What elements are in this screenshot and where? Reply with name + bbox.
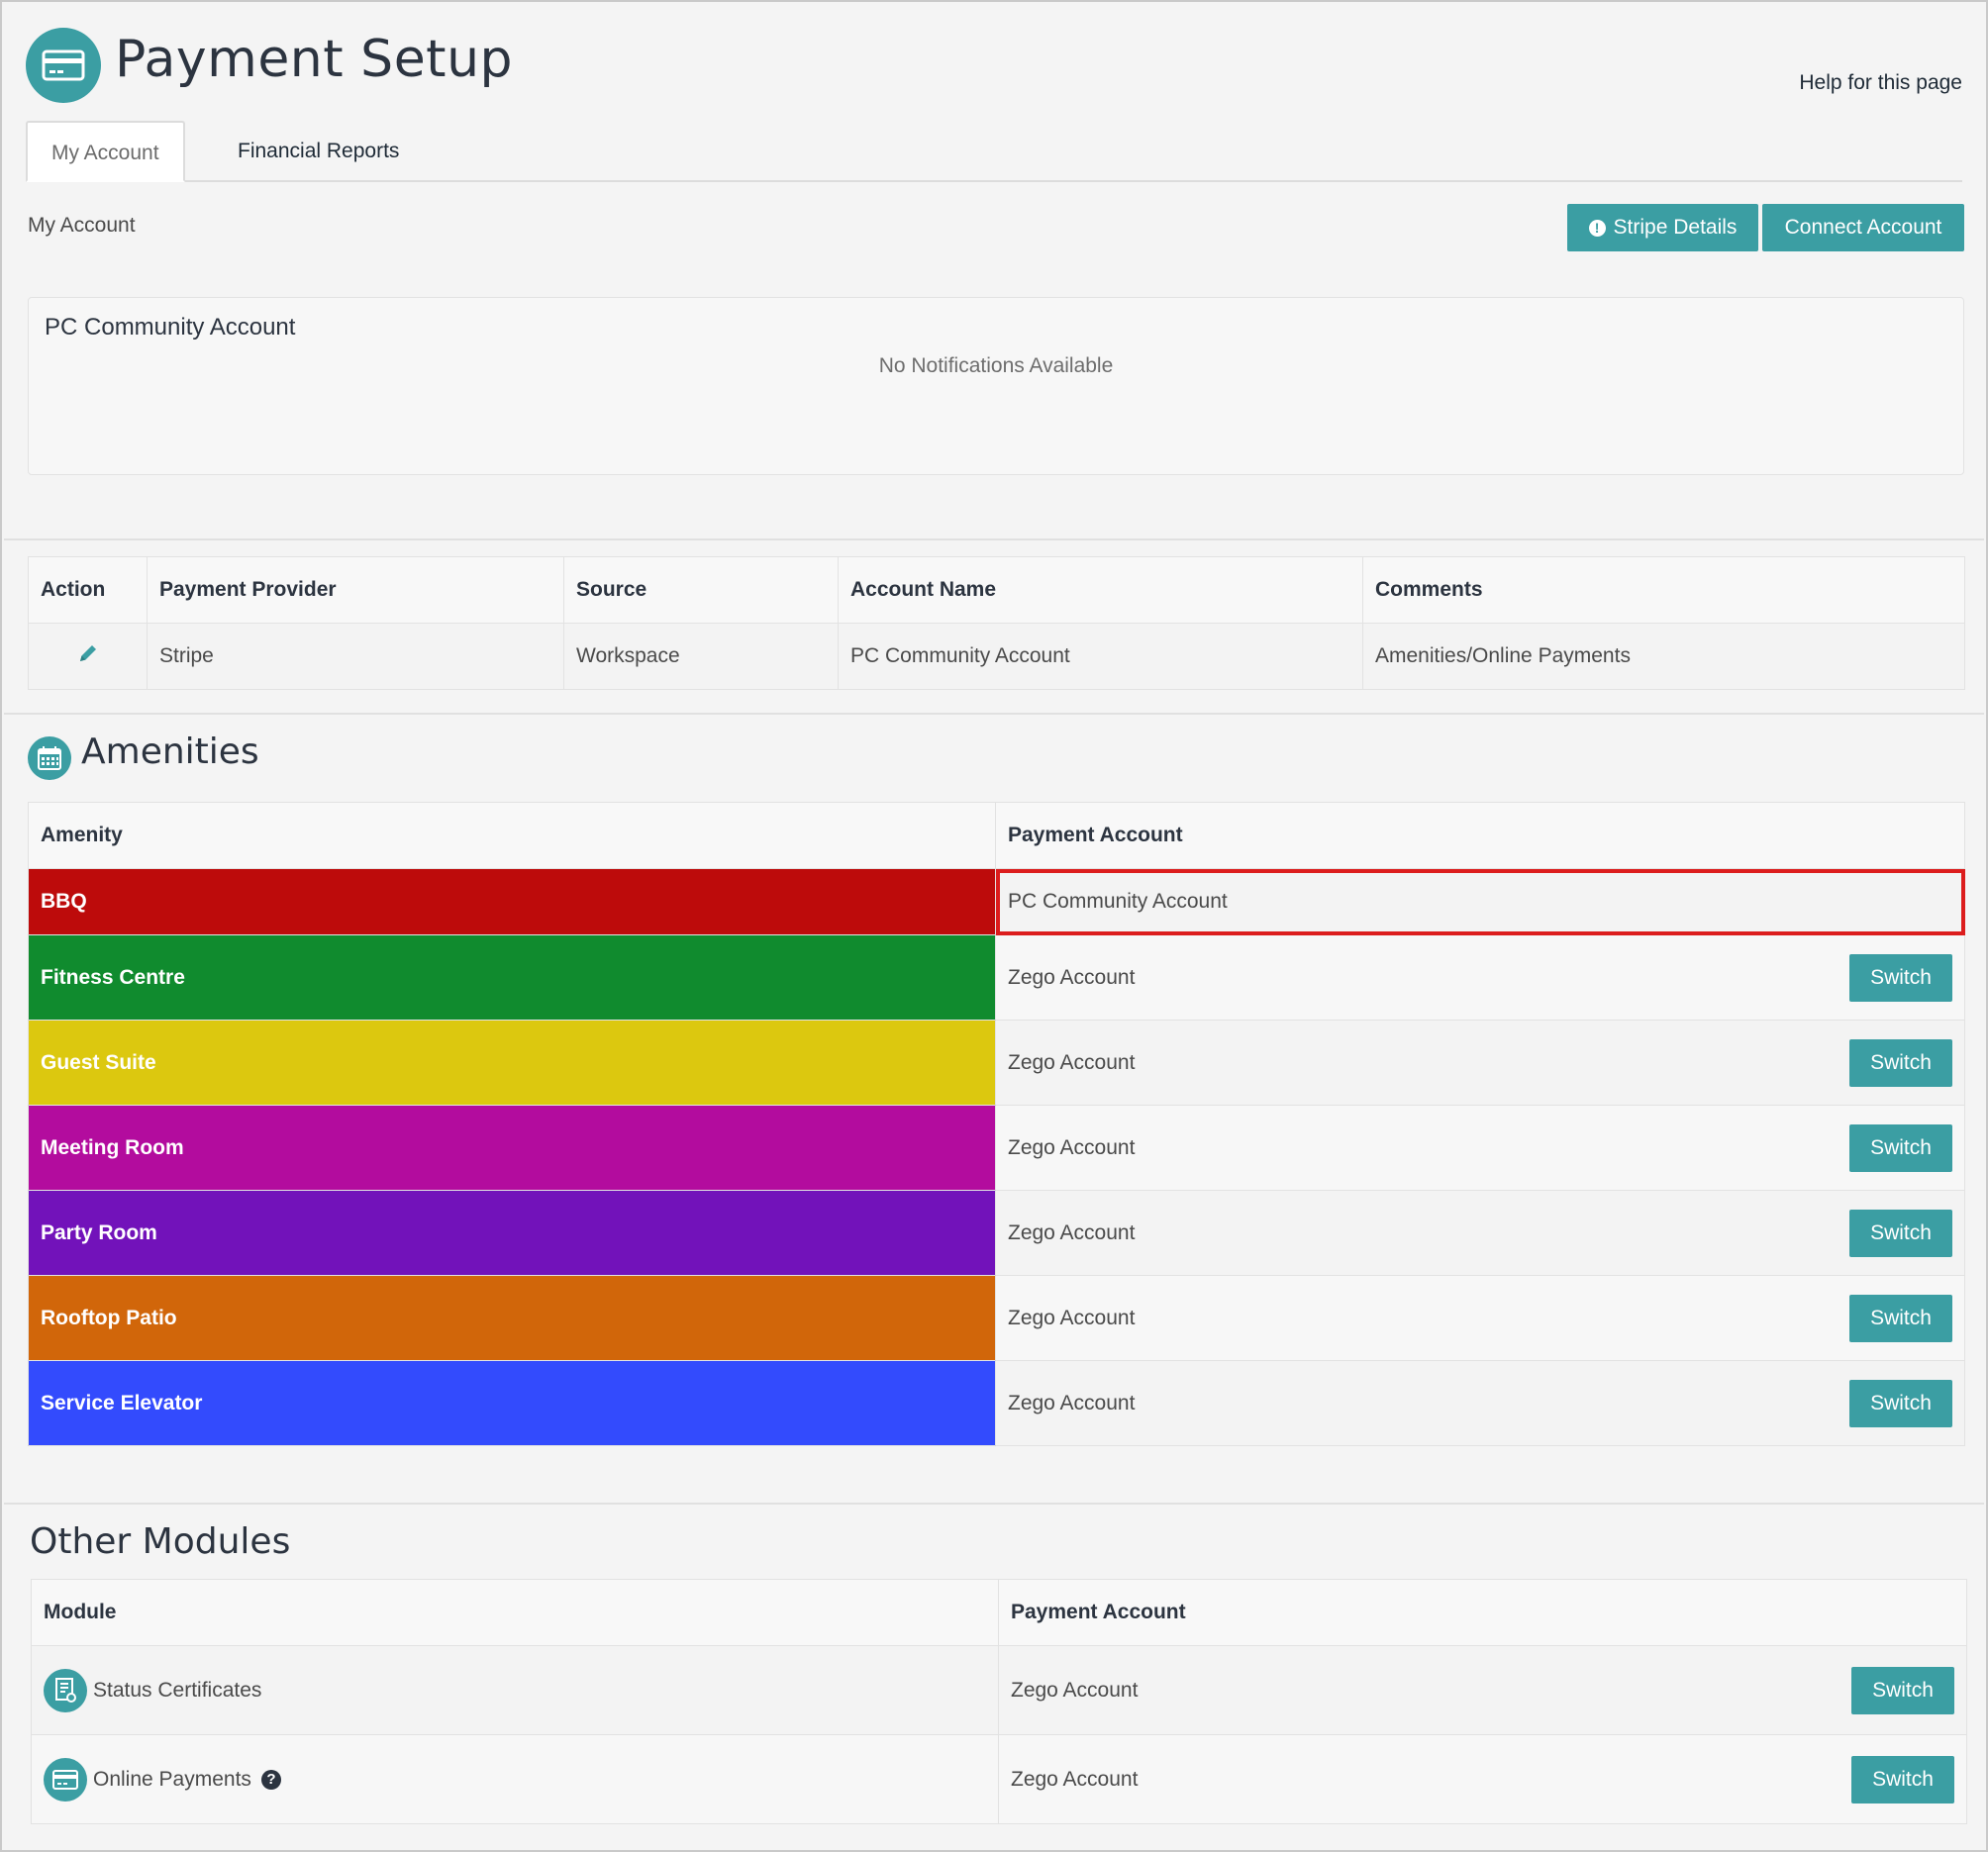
payment-account-cell: PC Community Account: [995, 868, 1965, 935]
notifications-card: PC Community Account No Notifications Av…: [28, 297, 1964, 475]
table-row: Status Certificates Zego Account Switch: [31, 1645, 1967, 1735]
module-cell: Online Payments ?: [31, 1734, 999, 1824]
page-header: Payment Setup Help for this page: [26, 26, 1962, 105]
module-name: Online Payments: [93, 1767, 251, 1791]
table-row: Fitness Centre Zego Account Switch: [28, 934, 1965, 1021]
account-title: PC Community Account: [45, 314, 296, 341]
payment-account-cell: Zego Account Switch: [995, 1360, 1965, 1446]
switch-button[interactable]: Switch: [1849, 953, 1952, 1002]
amenities-title: Amenities: [81, 731, 259, 772]
amenity-name: Meeting Room: [28, 1105, 996, 1191]
table-header-row: Module Payment Account: [31, 1579, 1967, 1646]
amenity-name: Party Room: [28, 1190, 996, 1276]
action-cell: [28, 623, 148, 690]
certificate-icon: [44, 1668, 87, 1712]
page-title: Payment Setup: [115, 30, 514, 89]
credit-card-icon: [26, 28, 101, 103]
column-header: Amenity: [28, 802, 996, 869]
module-name: Status Certificates: [93, 1678, 262, 1702]
payment-account-value: Zego Account: [1011, 1767, 1139, 1791]
empty-notifications: No Notifications Available: [878, 354, 1114, 377]
module-cell: Status Certificates: [31, 1645, 999, 1735]
provider-cell: Stripe: [147, 623, 564, 690]
payment-account-value: Zego Account: [1008, 1306, 1136, 1329]
payment-account-cell: Zego Account Switch: [998, 1645, 1967, 1735]
table-row: Rooftop Patio Zego Account Switch: [28, 1275, 1965, 1361]
switch-button[interactable]: Switch: [1849, 1123, 1952, 1172]
help-icon[interactable]: ?: [260, 1769, 281, 1790]
tab-financial-reports[interactable]: Financial Reports: [238, 140, 400, 162]
table-row: Party Room Zego Account Switch: [28, 1190, 1965, 1276]
payment-account-value: Zego Account: [1008, 1050, 1136, 1074]
divider: [4, 1503, 1984, 1505]
stripe-details-button[interactable]: ! Stripe Details: [1567, 204, 1758, 251]
payment-account-cell: Zego Account Switch: [995, 1105, 1965, 1191]
stripe-details-label: Stripe Details: [1613, 216, 1738, 239]
payment-account-cell: Zego Account Switch: [995, 934, 1965, 1021]
switch-button[interactable]: Switch: [1851, 1755, 1954, 1803]
column-header: Account Name: [838, 556, 1363, 624]
payment-account-value: Zego Account: [1008, 965, 1136, 989]
account-name-cell: PC Community Account: [838, 623, 1363, 690]
comments-cell: Amenities/Online Payments: [1362, 623, 1965, 690]
payment-account-cell: Zego Account Switch: [998, 1734, 1967, 1824]
edit-pencil-icon[interactable]: [76, 641, 100, 665]
calendar-icon: [28, 736, 71, 780]
payment-account-cell: Zego Account Switch: [995, 1275, 1965, 1361]
credit-card-icon: [44, 1757, 87, 1802]
column-header: Payment Account: [995, 802, 1965, 869]
table-row: Meeting Room Zego Account Switch: [28, 1105, 1965, 1191]
other-modules-title: Other Modules: [30, 1521, 291, 1562]
divider: [4, 713, 1984, 715]
other-modules-table: Module Payment Account: [31, 1579, 1967, 1824]
payment-account-value: PC Community Account: [1008, 890, 1228, 913]
column-header: Comments: [1362, 556, 1965, 624]
amenity-name: Service Elevator: [28, 1360, 996, 1446]
amenity-name: Fitness Centre: [28, 934, 996, 1021]
column-header: Payment Account: [998, 1579, 1967, 1646]
amenities-table: Amenity Payment Account BBQ PC Community…: [28, 802, 1965, 1446]
table-header-row: Action Payment Provider Source Account N…: [28, 556, 1965, 624]
payment-account-cell: Zego Account Switch: [995, 1020, 1965, 1106]
payment-account-value: Zego Account: [1008, 1135, 1136, 1159]
table-row: Stripe Workspace PC Community Account Am…: [28, 623, 1965, 690]
amenity-name: BBQ: [28, 868, 996, 935]
tab-my-account[interactable]: My Account: [26, 121, 185, 182]
payment-account-cell: Zego Account Switch: [995, 1190, 1965, 1276]
table-header-row: Amenity Payment Account: [28, 802, 1965, 869]
switch-button[interactable]: Switch: [1849, 1038, 1952, 1087]
switch-button[interactable]: Switch: [1849, 1209, 1952, 1257]
column-header: Source: [563, 556, 839, 624]
column-header: Action: [28, 556, 148, 624]
divider: [4, 538, 1984, 540]
payment-account-value: Zego Account: [1011, 1678, 1139, 1702]
help-link[interactable]: Help for this page: [1799, 71, 1962, 94]
switch-button[interactable]: Switch: [1849, 1379, 1952, 1427]
column-header: Module: [31, 1579, 999, 1646]
table-row: Guest Suite Zego Account Switch: [28, 1020, 1965, 1106]
payment-provider-table: Action Payment Provider Source Account N…: [28, 556, 1965, 690]
table-row: Online Payments ? Zego Account Switch: [31, 1734, 1967, 1824]
column-header: Payment Provider: [147, 556, 564, 624]
tab-bar: My Account Financial Reports: [26, 121, 1962, 182]
section-label: My Account: [28, 214, 136, 237]
payment-account-value: Zego Account: [1008, 1391, 1136, 1414]
table-row: BBQ PC Community Account: [28, 868, 1965, 935]
switch-button[interactable]: Switch: [1849, 1294, 1952, 1342]
connect-account-button[interactable]: Connect Account: [1762, 204, 1964, 251]
table-row: Service Elevator Zego Account Switch: [28, 1360, 1965, 1446]
payment-account-value: Zego Account: [1008, 1220, 1136, 1244]
alert-icon: !: [1588, 219, 1606, 237]
amenity-name: Rooftop Patio: [28, 1275, 996, 1361]
amenity-name: Guest Suite: [28, 1020, 996, 1106]
switch-button[interactable]: Switch: [1851, 1666, 1954, 1714]
source-cell: Workspace: [563, 623, 839, 690]
